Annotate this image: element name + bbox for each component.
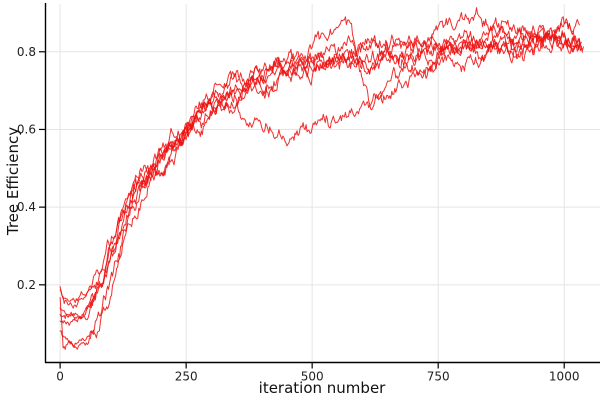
series-line-run-6	[59, 24, 578, 350]
x-tick-label: 750	[427, 370, 450, 384]
y-tick-label: 0.4	[17, 200, 36, 214]
series-line-run-2	[59, 16, 583, 319]
x-tick-label: 1000	[549, 370, 580, 384]
x-tick-label: 0	[56, 370, 64, 384]
series-line-run-7	[59, 24, 582, 309]
y-tick-label: 0.2	[17, 278, 36, 292]
y-tick-label: 0.6	[17, 122, 36, 136]
series-line-run-4	[59, 32, 582, 323]
x-tick-label: 500	[301, 370, 324, 384]
series-line-run-5	[59, 16, 584, 348]
y-tick-label: 0.8	[17, 45, 36, 59]
x-tick-label: 250	[175, 370, 198, 384]
series-line-run-1	[59, 36, 581, 304]
